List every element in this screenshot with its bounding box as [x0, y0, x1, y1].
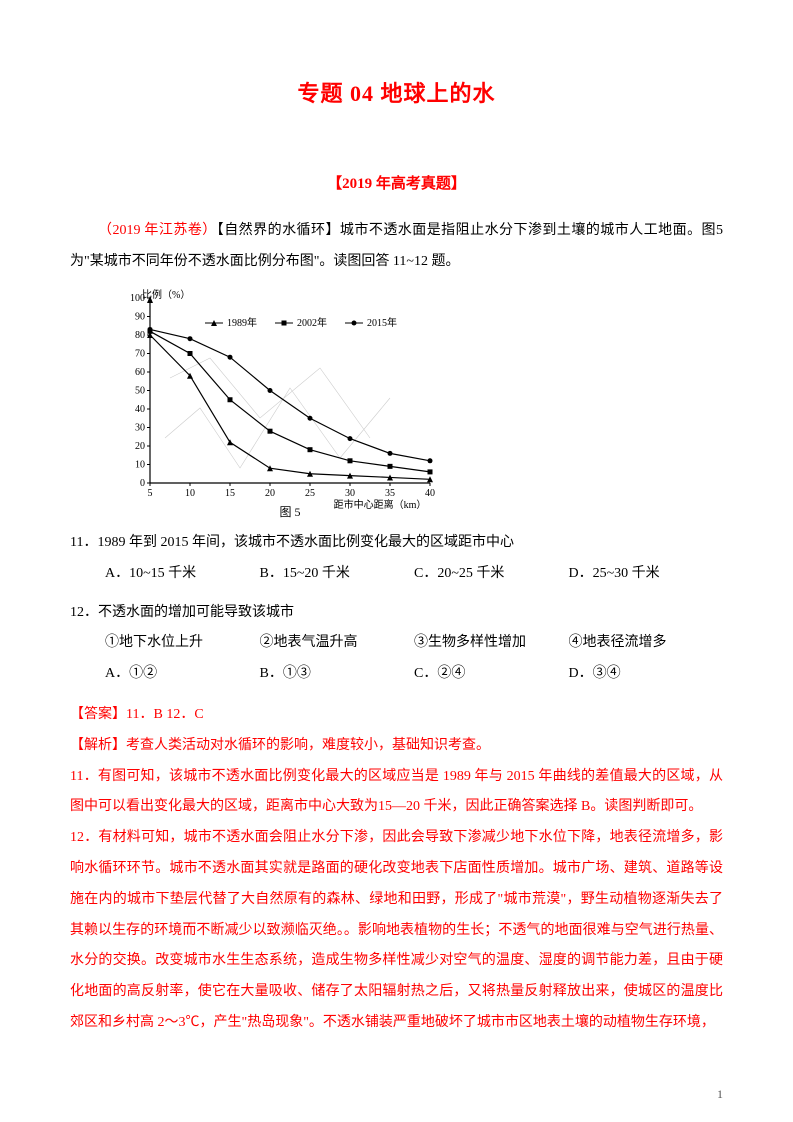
q12-opt-c: C．②④ — [414, 659, 569, 690]
q11-opt-b: B．15~20 千米 — [260, 559, 415, 590]
q11-stem: 11．1989 年到 2015 年间，该城市不透水面比例变化最大的区域距市中心 — [70, 528, 723, 559]
svg-text:图 5: 图 5 — [279, 505, 300, 518]
analysis-12: 12．有材料可知，城市不透水面会阻止水分下渗，因此会导致下渗减少地下水位下降，地… — [70, 823, 723, 1039]
svg-text:10: 10 — [135, 459, 145, 470]
svg-text:距市中心距离（km）: 距市中心距离（km） — [334, 498, 427, 511]
svg-text:25: 25 — [305, 488, 315, 499]
answer-line: 【答案】11．B 12．C — [70, 700, 723, 731]
svg-text:70: 70 — [135, 348, 145, 359]
q12-opt-d: D．③④ — [569, 659, 724, 690]
q12-circled: ①地下水位上升 ②地表气温升高 ③生物多样性增加 ④地表径流增多 — [105, 628, 723, 659]
analysis-head: 【解析】考查人类活动对水循环的影响，难度较小，基础知识考查。 — [70, 731, 723, 762]
chart-svg: 0102030405060708090100510152025303540比例（… — [110, 288, 440, 518]
page-number: 1 — [717, 1081, 723, 1107]
q12-c2: ②地表气温升高 — [260, 628, 415, 659]
svg-text:2002年: 2002年 — [297, 316, 327, 329]
q12-stem: 12．不透水面的增加可能导致该城市 — [70, 598, 723, 629]
line-chart: 0102030405060708090100510152025303540比例（… — [110, 288, 440, 518]
section-header: 【2019 年高考真题】 — [70, 168, 723, 201]
q12-c1: ①地下水位上升 — [105, 628, 260, 659]
svg-text:80: 80 — [135, 330, 145, 341]
svg-text:10: 10 — [185, 488, 195, 499]
q12-opt-a: A．①② — [105, 659, 260, 690]
svg-text:20: 20 — [265, 488, 275, 499]
svg-text:比例（%）: 比例（%） — [142, 288, 190, 301]
document-title: 专题 04 地球上的水 — [70, 70, 723, 118]
svg-text:35: 35 — [385, 488, 395, 499]
svg-text:40: 40 — [135, 404, 145, 415]
q12-options: A．①② B．①③ C．②④ D．③④ — [105, 659, 723, 690]
svg-text:50: 50 — [135, 385, 145, 396]
q12-c4: ④地表径流增多 — [569, 628, 724, 659]
svg-text:2015年: 2015年 — [367, 316, 397, 329]
intro-paragraph: （2019 年江苏卷）【自然界的水循环】城市不透水面是指阻止水分下渗到土壤的城市… — [70, 216, 723, 278]
svg-text:15: 15 — [225, 488, 235, 499]
q11-opt-c: C．20~25 千米 — [414, 559, 569, 590]
svg-text:30: 30 — [135, 422, 145, 433]
svg-text:0: 0 — [140, 478, 145, 489]
svg-text:5: 5 — [148, 488, 153, 499]
source-tag: （2019 年江苏卷） — [98, 223, 217, 238]
svg-text:1989年: 1989年 — [227, 316, 257, 329]
svg-text:40: 40 — [425, 488, 435, 499]
svg-text:60: 60 — [135, 367, 145, 378]
svg-text:90: 90 — [135, 311, 145, 322]
q11-opt-a: A．10~15 千米 — [105, 559, 260, 590]
q11-options: A．10~15 千米 B．15~20 千米 C．20~25 千米 D．25~30… — [105, 559, 723, 590]
q12-opt-b: B．①③ — [260, 659, 415, 690]
q12-c3: ③生物多样性增加 — [414, 628, 569, 659]
q11-opt-d: D．25~30 千米 — [569, 559, 724, 590]
analysis-11: 11．有图可知，该城市不透水面比例变化最大的区域应当是 1989 年与 2015… — [70, 762, 723, 824]
svg-text:20: 20 — [135, 441, 145, 452]
svg-text:30: 30 — [345, 488, 355, 499]
